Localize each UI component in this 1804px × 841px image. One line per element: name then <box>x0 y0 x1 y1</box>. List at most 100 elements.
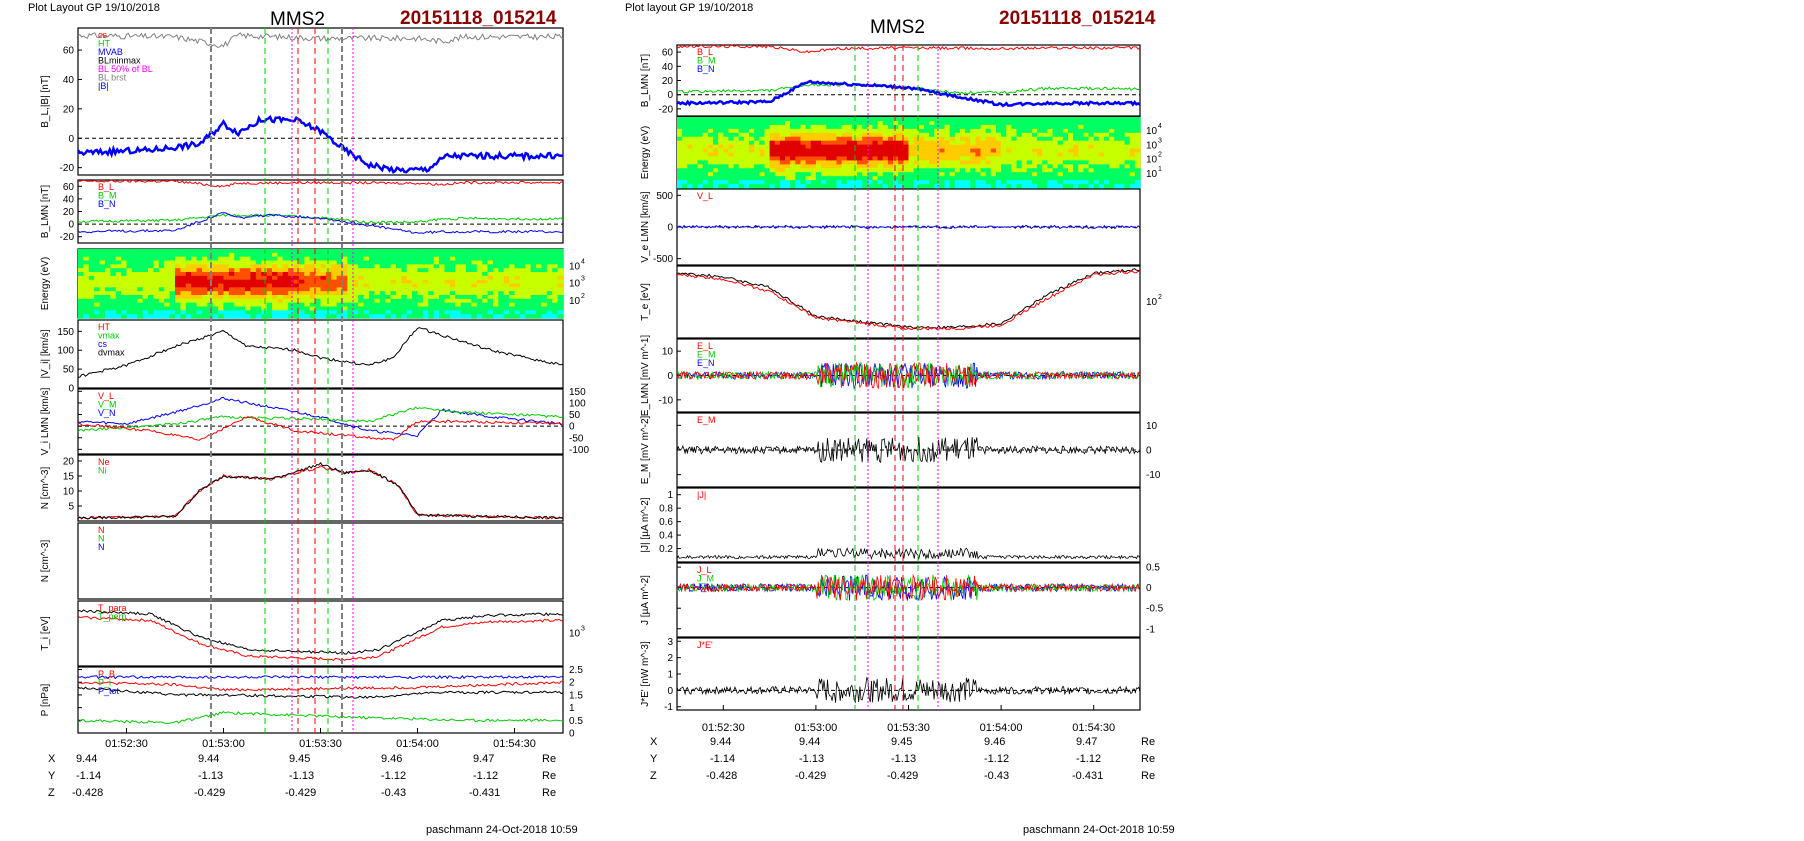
spectrogram-cell <box>487 279 494 285</box>
spectrogram-cell <box>759 136 766 142</box>
spectrogram-cell <box>379 302 386 308</box>
spectrogram-cell <box>697 176 704 181</box>
y-tick-label: -20 <box>60 232 75 243</box>
spectrogram-cell <box>336 314 343 319</box>
spectrogram-cell <box>449 260 456 265</box>
spectrogram-cell <box>557 279 564 285</box>
spectrogram-cell <box>185 264 192 269</box>
spectrogram-cell <box>277 298 284 304</box>
spectrogram-cell <box>379 298 386 304</box>
spectrogram-cell <box>965 148 971 154</box>
eph-value: -1.13 <box>799 753 825 765</box>
spectrogram-cell <box>749 140 755 146</box>
spectrogram-cell <box>78 302 84 308</box>
spectrogram-cell <box>401 256 408 262</box>
spectrogram-cell <box>288 291 295 296</box>
spectrogram-cell <box>320 264 327 269</box>
spectrogram-cell <box>1047 184 1054 189</box>
spectrogram-cell <box>1083 140 1090 146</box>
spectrogram-cell <box>525 295 532 300</box>
spectrogram-cell <box>94 268 101 273</box>
spectrogram-cell <box>790 128 796 134</box>
spectrogram-cell <box>315 283 322 288</box>
spectrogram-cell <box>121 275 128 281</box>
spectrogram-cell <box>1031 184 1038 189</box>
spectrogram-cell <box>918 180 925 185</box>
spectrogram-cell <box>422 302 429 308</box>
spectrogram-cell <box>944 117 951 122</box>
spectrogram-cell <box>959 124 966 130</box>
spectrogram-cell <box>121 256 128 262</box>
spectrogram-cell <box>99 279 106 285</box>
spectrogram-cell <box>460 298 467 304</box>
spectrogram-cell <box>83 314 90 319</box>
spectrogram-cell <box>1001 128 1007 134</box>
spectrogram-cell <box>148 295 155 300</box>
spectrogram-cell <box>250 283 257 288</box>
spectrogram-cell <box>196 291 203 296</box>
spectrogram-cell <box>733 180 740 185</box>
spectrogram-cell <box>417 268 424 273</box>
spectrogram-cell <box>315 287 322 292</box>
spectrogram-cell <box>482 310 489 315</box>
spectrogram-cell <box>923 148 930 154</box>
spectrogram-cell <box>759 152 766 158</box>
spectrogram-cell <box>1021 128 1028 134</box>
spectrogram-cell <box>980 117 987 122</box>
y-tick-label: 60 <box>63 46 75 57</box>
spectrogram-cell <box>466 260 472 265</box>
spectrogram-cell <box>959 184 966 189</box>
spectrogram-cell <box>882 180 889 185</box>
spectrogram-cell <box>887 128 894 134</box>
spectrogram-cell <box>1062 160 1069 165</box>
spectrogram-cell <box>1011 172 1018 177</box>
spectrogram-cell <box>99 298 106 304</box>
spectrogram-cell <box>175 283 181 288</box>
spectrogram-cell <box>492 252 499 258</box>
spectrogram-cell <box>785 184 791 189</box>
spectrogram-cell <box>826 128 832 134</box>
spectrogram-cell <box>1109 176 1115 181</box>
y-tick-label: -50 <box>569 433 584 444</box>
spectrogram-cell <box>99 302 106 308</box>
spectrogram-cell <box>449 306 456 311</box>
spectrogram-cell <box>298 298 305 304</box>
spectrogram-cell <box>261 256 268 262</box>
spectrogram-cell <box>1129 140 1136 146</box>
spectrogram-cell <box>309 249 316 254</box>
eph-value: -1.12 <box>473 770 499 782</box>
spectrogram-cell <box>223 310 230 315</box>
spectrogram-cell <box>104 295 111 300</box>
spectrogram-cell <box>872 156 879 161</box>
spectrogram-cell <box>893 172 899 177</box>
spectrogram-cell <box>433 272 440 277</box>
spectrogram-cell <box>995 152 1002 158</box>
spectrogram-cell <box>223 252 230 258</box>
spectrogram-cell <box>985 117 992 122</box>
spectrogram-cell <box>369 279 375 285</box>
spectrogram-cell <box>439 272 446 277</box>
spectrogram-cell <box>153 283 160 288</box>
spectrogram-cell <box>250 268 257 273</box>
spectrogram-cell <box>1083 144 1090 150</box>
spectrogram-cell <box>255 283 262 288</box>
spectrogram-cell <box>352 295 359 300</box>
spectrogram-cell <box>805 164 812 169</box>
spectrogram-cell <box>104 272 111 277</box>
spectrogram-cell <box>821 117 827 122</box>
spectrogram-cell <box>88 260 95 265</box>
spectrogram-cell <box>525 252 532 258</box>
spectrogram-cell <box>846 176 853 181</box>
spectrogram-cell <box>131 306 138 311</box>
spectrogram-cell <box>444 279 451 285</box>
spectrogram-cell <box>779 117 786 122</box>
spectrogram-cell <box>455 256 462 262</box>
spectrogram-cell <box>692 140 699 146</box>
spectrogram-cell <box>175 272 181 277</box>
spectrogram-cell <box>541 275 548 281</box>
spectrogram-cell <box>954 168 961 173</box>
spectrogram-cell <box>1078 136 1085 142</box>
spectrogram-cell <box>857 136 863 142</box>
spectrogram-cell <box>293 287 300 292</box>
spectrogram-cell <box>239 302 246 308</box>
